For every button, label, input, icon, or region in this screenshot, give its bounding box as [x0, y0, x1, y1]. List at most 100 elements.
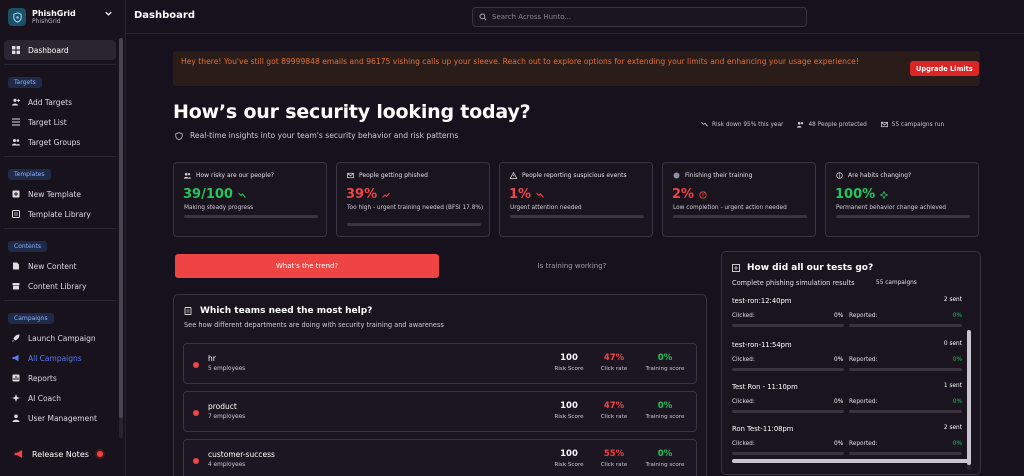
- trend-up-icon: [382, 192, 391, 198]
- search-input[interactable]: [492, 13, 792, 21]
- click-rate: 47% Click rate: [589, 401, 639, 420]
- sparkle-icon: [880, 190, 889, 199]
- reported-progress-bar: [849, 324, 962, 327]
- sidebar-item-new-template[interactable]: New Template: [4, 184, 116, 204]
- search-box[interactable]: [472, 7, 807, 27]
- card-title: People reporting suspicious events: [510, 172, 627, 179]
- dashboard-icon: [12, 46, 20, 54]
- card-title-text: People getting phished: [359, 172, 428, 179]
- click-rate-value: 47%: [603, 401, 625, 411]
- reported-progress-bar: [849, 452, 962, 455]
- sidebar-item-label: Launch Campaign: [28, 333, 96, 343]
- list-item[interactable]: Test Ron - 11:10pm 1 sent Clicked: 0% Re…: [732, 383, 962, 419]
- banner-text: Hey there! You've still got 89999848 ema…: [181, 57, 859, 66]
- tests-vertical-scrollbar-thumb[interactable]: [967, 330, 971, 465]
- sidebar-item-new-content[interactable]: New Content: [4, 256, 116, 276]
- table-row[interactable]: product 7 employees 100 Risk Score 47% Cli…: [183, 391, 697, 432]
- sidebar-item-ai-coach[interactable]: AI Coach: [4, 388, 116, 408]
- sidebar-item-content-library[interactable]: Content Library: [4, 276, 116, 296]
- risk-score: 100 Risk Score: [544, 353, 594, 372]
- metric-card-habits: Are habits changing? 100% Permanent beha…: [825, 162, 979, 237]
- list-item[interactable]: Ron Test-11:08pm 2 sent Clicked: 0% Repo…: [732, 425, 962, 461]
- megaphone-icon: [14, 450, 23, 458]
- card-progress-bar: [673, 215, 807, 218]
- sidebar-item-template-library[interactable]: Template Library: [4, 204, 116, 224]
- main-content: Hey there! You've still got 89999848 ema…: [126, 35, 1024, 476]
- sidebar-item-launch-campaign[interactable]: Launch Campaign: [4, 328, 116, 348]
- page-title: Dashboard: [134, 10, 195, 21]
- click-rate-label: Click rate: [600, 414, 628, 420]
- clicked-value: 0%: [834, 399, 844, 405]
- brand-logo-icon: [8, 8, 26, 26]
- team-name: product: [208, 402, 237, 411]
- add-user-icon: [12, 98, 20, 106]
- list-item[interactable]: test-ron:12:40pm 2 sent Clicked: 0% Repo…: [732, 297, 962, 333]
- tests-subtitle: Complete phishing simulation results: [732, 279, 855, 287]
- card-title-text: People reporting suspicious events: [522, 172, 627, 179]
- card-value-text: 39%: [346, 187, 378, 202]
- clicked-label: Clicked:: [732, 357, 755, 363]
- table-row[interactable]: customer-success 4 employees 100 Risk Sco…: [183, 439, 697, 476]
- graduation-icon: [673, 172, 680, 179]
- training-score: 0% Training score: [640, 401, 690, 420]
- risk-score-label: Risk Score: [554, 366, 584, 372]
- sidebar-nav: Dashboard Targets Add Targets Target Lis…: [4, 40, 116, 428]
- sidebar-item-label: Dashboard: [28, 45, 69, 55]
- sidebar-item-label: AI Coach: [28, 393, 62, 403]
- team-employees: 7 employees: [208, 414, 246, 420]
- chevron-down-icon[interactable]: [104, 9, 113, 18]
- rocket-icon: [12, 334, 20, 342]
- sidebar-scrollbar-thumb[interactable]: [119, 38, 123, 418]
- reported-value: 0%: [952, 313, 962, 319]
- card-progress-bar: [184, 215, 318, 218]
- sidebar-item-add-targets[interactable]: Add Targets: [4, 92, 116, 112]
- click-rate-value: 47%: [603, 353, 625, 363]
- sidebar-item-label: All Campaigns: [28, 353, 82, 363]
- hero-subtitle: Real-time insights into your team's secu…: [175, 131, 458, 140]
- training-score-value: 0%: [657, 449, 673, 459]
- release-notes-button[interactable]: Release Notes: [14, 449, 103, 459]
- tab-trend[interactable]: What's the trend?: [175, 254, 439, 278]
- training-score-label: Training score: [645, 414, 685, 420]
- list-icon: [12, 118, 20, 126]
- warning-icon: [510, 172, 517, 179]
- card-description: Low completion - urgent action needed: [673, 205, 787, 211]
- clicked-label: Clicked:: [732, 399, 755, 405]
- notification-dot: [96, 451, 103, 457]
- brand-name: PhishGrid: [32, 8, 76, 18]
- risk-dot: [193, 362, 199, 368]
- list-item[interactable]: test-ron-11:54pm 0 sent Clicked: 0% Repo…: [732, 341, 962, 377]
- sidebar-item-reports[interactable]: Reports: [4, 368, 116, 388]
- reported-progress-bar: [849, 368, 962, 371]
- card-progress-bar: [510, 215, 644, 218]
- tests-horizontal-scrollbar[interactable]: [732, 459, 970, 463]
- metric-card-phished: People getting phished 39% Too high - ur…: [336, 162, 490, 237]
- sidebar-item-target-list[interactable]: Target List: [4, 112, 116, 132]
- risk-dot: [193, 410, 199, 416]
- tab-training[interactable]: Is training working?: [439, 254, 705, 278]
- upgrade-limits-button[interactable]: Upgrade Limits: [910, 61, 979, 76]
- card-title-text: Are habits changing?: [848, 172, 912, 179]
- stat-people: 48 People protected: [797, 121, 867, 128]
- trend-down-icon: [536, 192, 544, 198]
- section-label-templates: Templates: [8, 169, 51, 180]
- test-sent: 2 sent: [943, 297, 962, 303]
- tests-title-text: How did all our tests go?: [747, 263, 874, 273]
- card-title: How risky are our people?: [184, 172, 274, 179]
- sidebar-item-target-groups[interactable]: Target Groups: [4, 132, 116, 152]
- risk-score-label: Risk Score: [554, 414, 584, 420]
- trend-down-icon: [701, 122, 708, 127]
- reported-progress-bar: [849, 410, 962, 413]
- users-icon: [797, 121, 804, 128]
- tests-count: 55 campaigns: [876, 280, 917, 286]
- sidebar-item-user-management[interactable]: User Management: [4, 408, 116, 428]
- click-rate: 55% Click rate: [589, 449, 639, 468]
- search-icon: [479, 13, 487, 21]
- table-row[interactable]: hr 5 employees 100 Risk Score 47% Click ra…: [183, 343, 697, 384]
- sidebar-item-all-campaigns[interactable]: All Campaigns: [4, 348, 116, 368]
- training-score: 0% Training score: [640, 353, 690, 372]
- test-name: test-ron:12:40pm: [732, 297, 792, 305]
- risk-score-label: Risk Score: [554, 462, 584, 468]
- brand-switcher[interactable]: PhishGrid PhishGrid: [8, 8, 76, 26]
- sidebar-item-dashboard[interactable]: Dashboard: [4, 40, 116, 60]
